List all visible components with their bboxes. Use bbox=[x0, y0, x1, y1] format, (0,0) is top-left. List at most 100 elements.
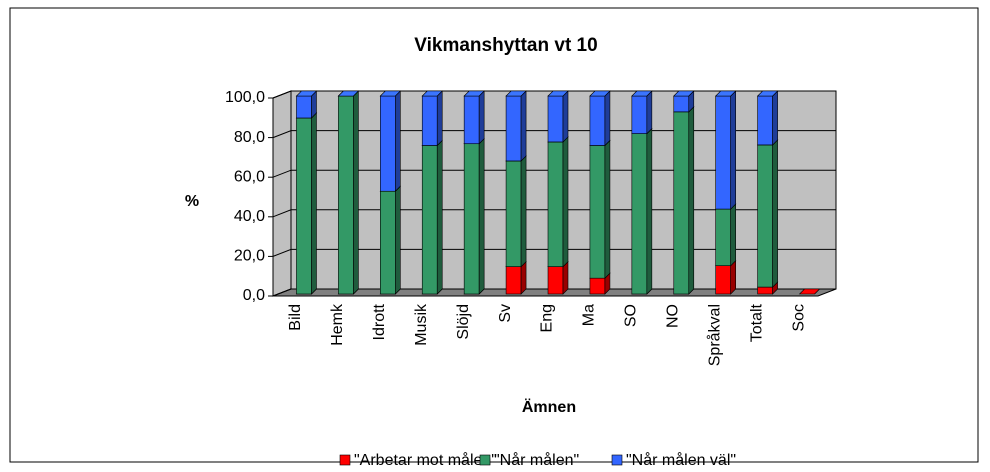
x-tick-label: SO bbox=[623, 304, 640, 327]
bar-segment bbox=[673, 106, 695, 295]
bar-segment bbox=[337, 90, 360, 97]
bar-front bbox=[589, 277, 606, 295]
legend-swatch bbox=[479, 454, 491, 466]
bar-front bbox=[757, 286, 773, 295]
y-tick-label: 60,0 bbox=[234, 168, 265, 185]
x-tick-label: Hemk bbox=[329, 303, 346, 346]
bar-top bbox=[337, 90, 360, 97]
bar-side bbox=[520, 155, 527, 268]
bar-top bbox=[295, 90, 318, 97]
bar-side bbox=[478, 90, 485, 145]
y-tick-label: 100,0 bbox=[225, 89, 265, 106]
bar-front bbox=[631, 133, 648, 295]
bar-segment bbox=[379, 90, 402, 192]
bar-top bbox=[673, 90, 695, 97]
bar-segment bbox=[631, 127, 653, 295]
x-tick-label: Soc bbox=[790, 304, 807, 332]
bar-front bbox=[547, 266, 564, 295]
bar-segment bbox=[463, 137, 485, 295]
bar-segment bbox=[756, 90, 779, 146]
bar-segment bbox=[798, 288, 821, 295]
bar-top bbox=[631, 90, 653, 97]
bar-front bbox=[421, 145, 438, 295]
bar-side bbox=[730, 90, 736, 210]
bar-front bbox=[589, 145, 606, 279]
bar-top bbox=[756, 90, 779, 97]
bar-side bbox=[478, 137, 485, 295]
bar-front bbox=[631, 95, 648, 134]
bar-segment bbox=[547, 90, 569, 143]
bar-front bbox=[505, 160, 522, 267]
bar-front bbox=[673, 95, 690, 113]
bar-top bbox=[714, 90, 737, 97]
y-axis-label: % bbox=[185, 193, 199, 210]
bar-front bbox=[296, 95, 312, 119]
y-tick-label: 20,0 bbox=[234, 248, 265, 265]
side-wall bbox=[272, 90, 292, 297]
bar-side bbox=[604, 139, 611, 279]
bar-side bbox=[646, 90, 653, 135]
legend-swatch bbox=[611, 454, 623, 466]
bar-segment bbox=[295, 112, 318, 295]
bar-front bbox=[338, 95, 354, 295]
bar-side bbox=[604, 90, 611, 147]
bar-side bbox=[562, 90, 569, 143]
bar-segment bbox=[421, 139, 443, 295]
bar-segment bbox=[547, 136, 569, 268]
x-tick-label: Eng bbox=[539, 304, 556, 332]
x-axis-label: Ämnen bbox=[522, 398, 576, 416]
grid-line bbox=[272, 209, 836, 218]
legend-label: "Når målen väl" bbox=[626, 451, 736, 469]
bar-top bbox=[505, 90, 527, 97]
x-tick-label: Idrott bbox=[371, 303, 388, 340]
x-tick-label: Slöjd bbox=[455, 304, 472, 340]
bar-side bbox=[353, 90, 359, 295]
bar-side bbox=[688, 106, 695, 295]
bar-top bbox=[589, 90, 611, 97]
x-tick-label: Språkval bbox=[705, 304, 723, 366]
chart-title: Vikmanshyttan vt 10 bbox=[414, 35, 597, 56]
bar-front bbox=[673, 111, 690, 295]
bar-side bbox=[311, 112, 317, 295]
bar-front bbox=[715, 265, 731, 295]
bar-segment bbox=[463, 90, 485, 145]
bar-segment bbox=[505, 90, 527, 162]
x-tick-label: Sv bbox=[497, 304, 514, 323]
bar-side bbox=[436, 139, 443, 295]
bar-front bbox=[463, 95, 480, 145]
bar-segment bbox=[714, 90, 737, 210]
bar-side bbox=[646, 127, 653, 295]
bar-front bbox=[715, 95, 731, 210]
bar-top bbox=[463, 90, 485, 97]
y-tick-label: 0,0 bbox=[243, 287, 265, 304]
bar-side bbox=[772, 90, 778, 146]
bar-front bbox=[505, 95, 522, 162]
bar-side bbox=[772, 139, 778, 288]
bar-segment bbox=[589, 90, 611, 147]
y-tick-label: 80,0 bbox=[234, 129, 265, 146]
x-tick-label: Totalt bbox=[748, 303, 765, 342]
bar-side bbox=[562, 260, 569, 295]
bar-side bbox=[520, 260, 527, 295]
bar-side bbox=[730, 259, 736, 295]
bar-front bbox=[757, 144, 773, 288]
bar-segment bbox=[631, 90, 653, 135]
x-tick-label: Ma bbox=[581, 304, 598, 326]
legend-swatch bbox=[339, 454, 351, 466]
x-tick-label: NO bbox=[664, 304, 681, 328]
bar-front bbox=[296, 117, 312, 295]
bar-side bbox=[520, 90, 527, 162]
bar-segment bbox=[295, 90, 318, 119]
bar-top bbox=[798, 288, 821, 295]
bar-segment bbox=[589, 139, 611, 279]
bar-front bbox=[421, 95, 438, 146]
bar-segment bbox=[714, 203, 737, 267]
legend-label: "Arbetar mot målen" bbox=[354, 451, 497, 469]
bar-front bbox=[380, 190, 396, 295]
bar-front bbox=[547, 141, 564, 267]
bar-segment bbox=[505, 155, 527, 268]
bar-segment bbox=[379, 185, 402, 295]
grid-line bbox=[272, 288, 836, 297]
